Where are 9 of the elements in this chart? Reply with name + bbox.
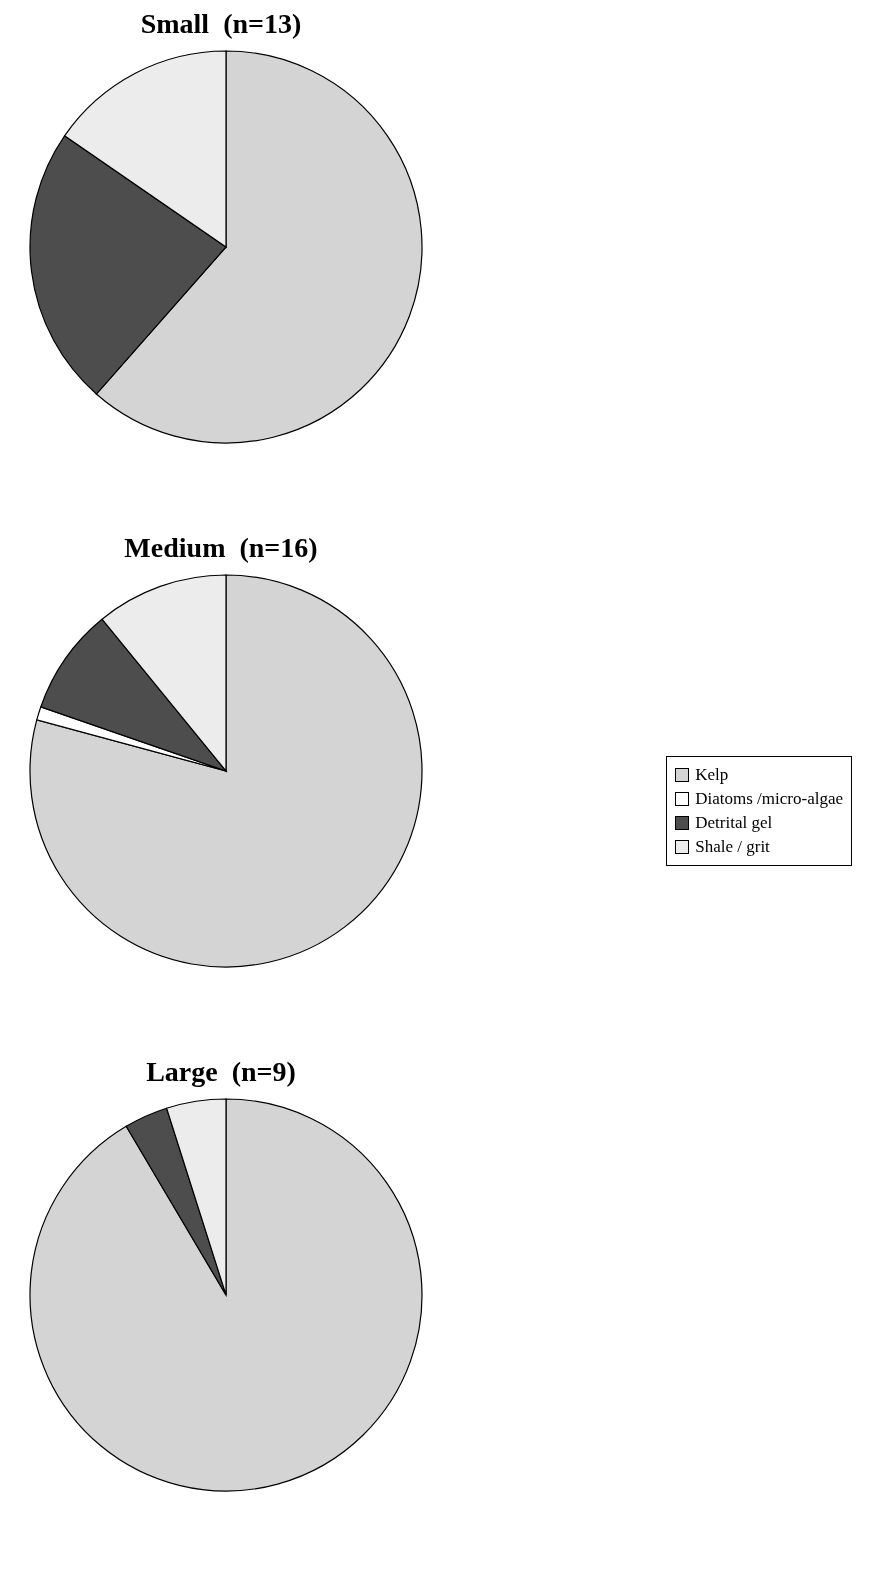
chart-title: Large (n=9) bbox=[145, 1056, 297, 1089]
legend-label: Kelp bbox=[695, 764, 729, 786]
legend-label: Shale / grit bbox=[695, 836, 770, 858]
pie-slice bbox=[29, 1098, 423, 1492]
chart-title: Small (n=13) bbox=[139, 8, 303, 41]
chart-title: Medium (n=16) bbox=[123, 532, 319, 565]
legend-label: Diatoms /micro-algae bbox=[695, 788, 843, 810]
pie-slice bbox=[29, 574, 423, 968]
legend-label: Detrital gel bbox=[695, 812, 773, 834]
